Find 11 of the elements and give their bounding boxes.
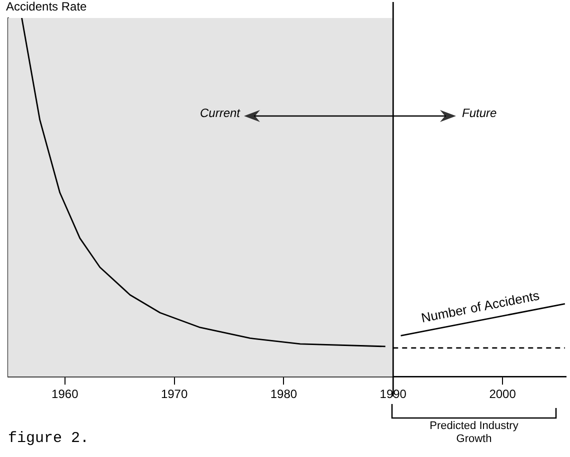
text: Predicted Industry Growth xyxy=(428,420,520,446)
x-tick-label: 2000 xyxy=(489,387,516,402)
x-tick-label: 1980 xyxy=(270,387,298,402)
annotation: Future xyxy=(462,106,497,120)
annotation: Current xyxy=(200,106,240,120)
caption: figure 2. xyxy=(8,430,90,447)
y-axis-title: Accidents Rate xyxy=(6,0,88,14)
x-tick-label: 1960 xyxy=(52,387,79,402)
x-tick-label: 1990 xyxy=(380,387,407,402)
x-tick-label: 1970 xyxy=(160,387,188,402)
text: Number of Accidents xyxy=(420,288,542,326)
